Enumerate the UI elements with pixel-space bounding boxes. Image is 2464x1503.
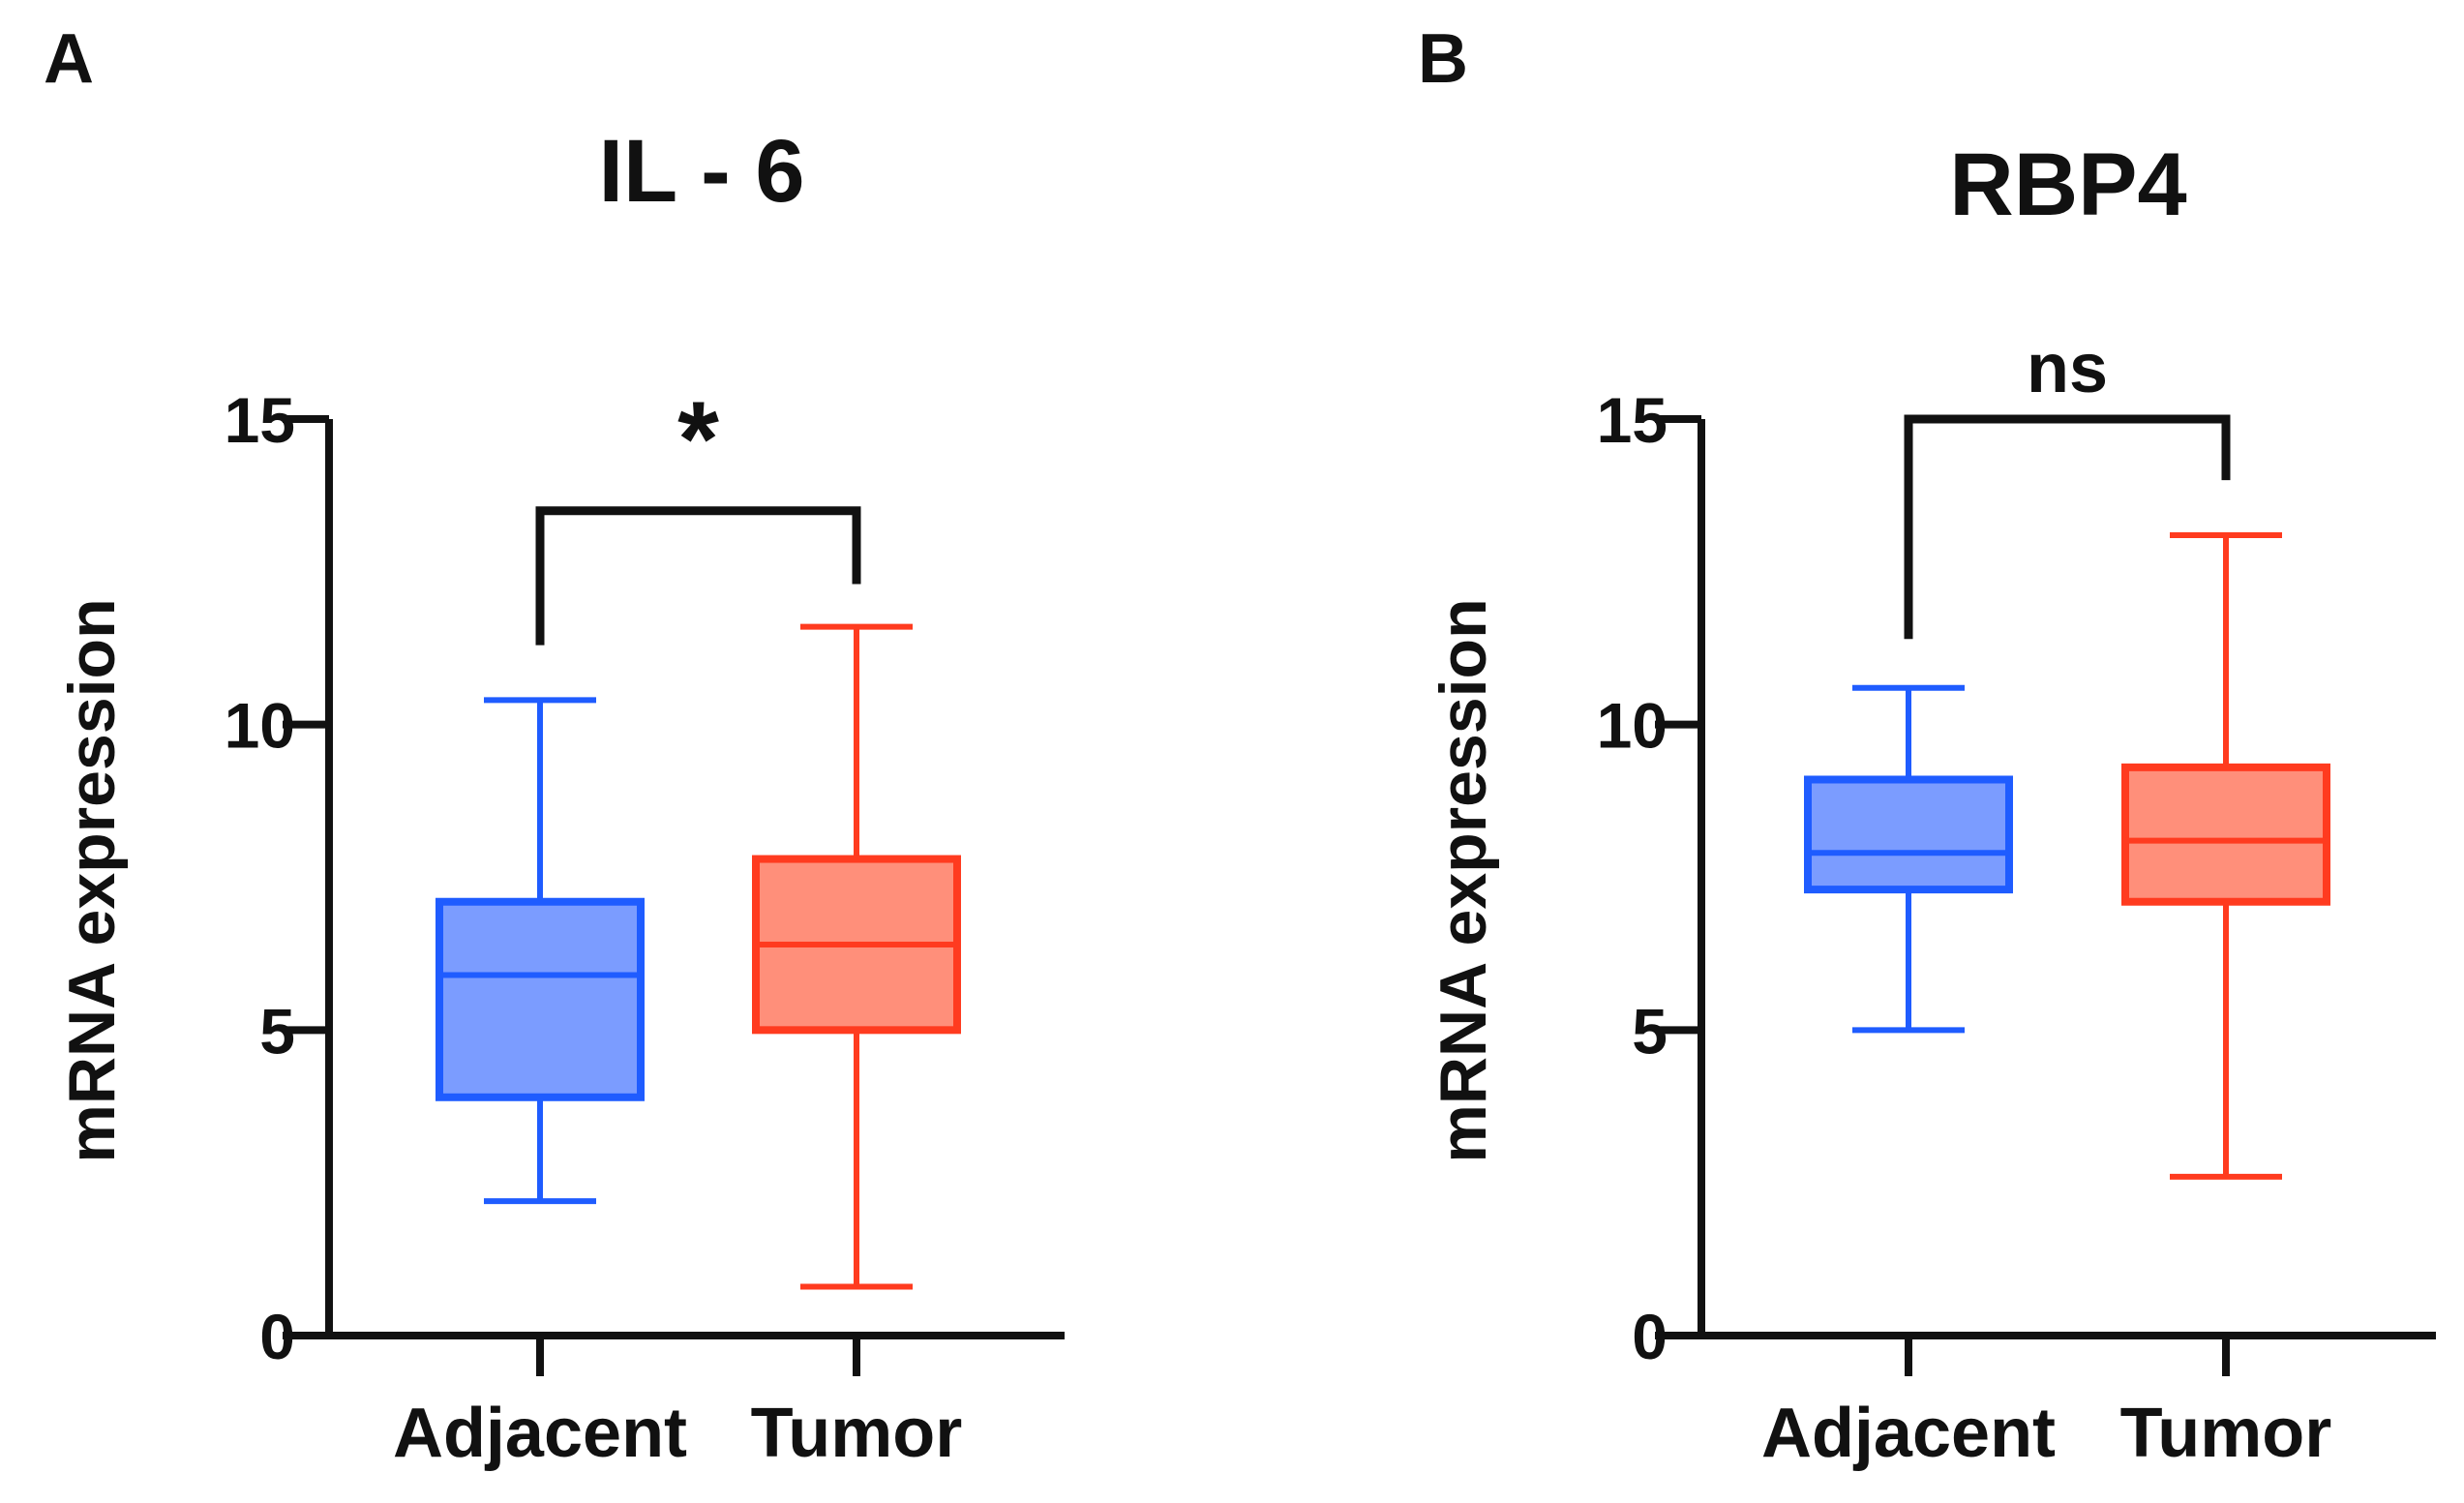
y-tick-label: 5 xyxy=(259,995,295,1067)
y-tick-label: 10 xyxy=(1597,690,1668,762)
y-tick-label: 15 xyxy=(225,384,295,456)
y-tick-label: 15 xyxy=(1597,384,1668,456)
panel-a-y-axis-label: mRNA expression xyxy=(55,598,129,1162)
panel-b-y-axis-label: mRNA expression xyxy=(1427,598,1500,1162)
panel-b-title: RBP4 xyxy=(1949,135,2186,234)
panel-b-letter: B xyxy=(1418,20,1468,98)
significance-bracket xyxy=(535,506,861,646)
y-tick-label: 0 xyxy=(259,1301,295,1372)
adjacent-box xyxy=(1804,775,2013,894)
significance-label: ns xyxy=(2027,330,2108,407)
y-tick-label: 0 xyxy=(1632,1301,1668,1372)
x-tick-label: Adjacent xyxy=(393,1395,687,1472)
panel-a-title: IL - 6 xyxy=(598,122,804,221)
x-tick-label: Tumor xyxy=(751,1395,963,1472)
x-tick-label: Tumor xyxy=(2120,1395,2332,1472)
adjacent-box xyxy=(436,897,645,1101)
x-tick-label: Adjacent xyxy=(1761,1395,2056,1472)
panel-a-plot: 0 5 10 15 Adjacent Tumor * xyxy=(225,380,1065,1472)
panel-b-plot: 0 5 10 15 Adjacent Tumor ns xyxy=(1597,330,2436,1472)
tumor-box xyxy=(2121,763,2330,906)
panel-a-letter: A xyxy=(44,20,94,98)
significance-bracket xyxy=(1904,414,2231,640)
significance-label: * xyxy=(677,380,719,499)
y-tick-label: 5 xyxy=(1632,995,1668,1067)
y-tick-label: 10 xyxy=(225,690,295,762)
